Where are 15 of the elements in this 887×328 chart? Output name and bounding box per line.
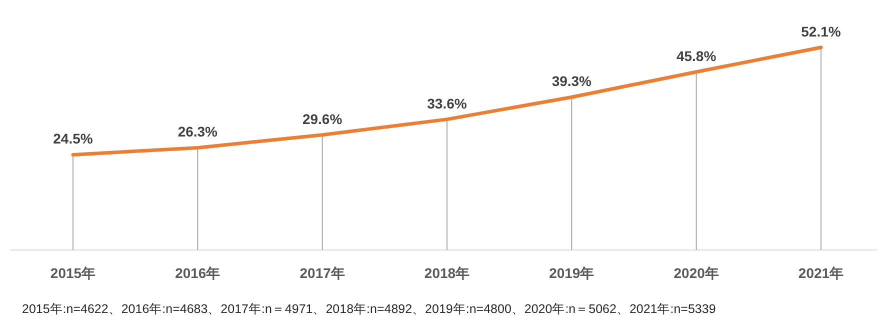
x-tick-label: 2018年 [424, 265, 470, 281]
data-label: 26.3% [178, 124, 218, 140]
x-tick-label: 2019年 [549, 265, 594, 281]
x-tick-label: 2021年 [798, 265, 844, 281]
x-tick-label: 2016年 [175, 265, 220, 281]
x-tick-label: 2015年 [50, 265, 96, 281]
x-tick-label: 2017年 [300, 265, 345, 281]
x-tick-label: 2020年 [674, 265, 719, 281]
data-label: 52.1% [801, 23, 842, 40]
text: 2015年:n=4622、2016年:n=4683、2017年:n＝4971、2018年:n=4892、2019年:n=4800、2020年:n＝5062、2021年:n=5339 [22, 302, 716, 316]
data-label: 29.6% [302, 110, 343, 127]
data-label: 39.3% [552, 73, 592, 90]
data-label: 33.6% [427, 95, 468, 112]
data-label: 45.8% [676, 48, 717, 64]
data-label: 24.5% [53, 130, 94, 147]
